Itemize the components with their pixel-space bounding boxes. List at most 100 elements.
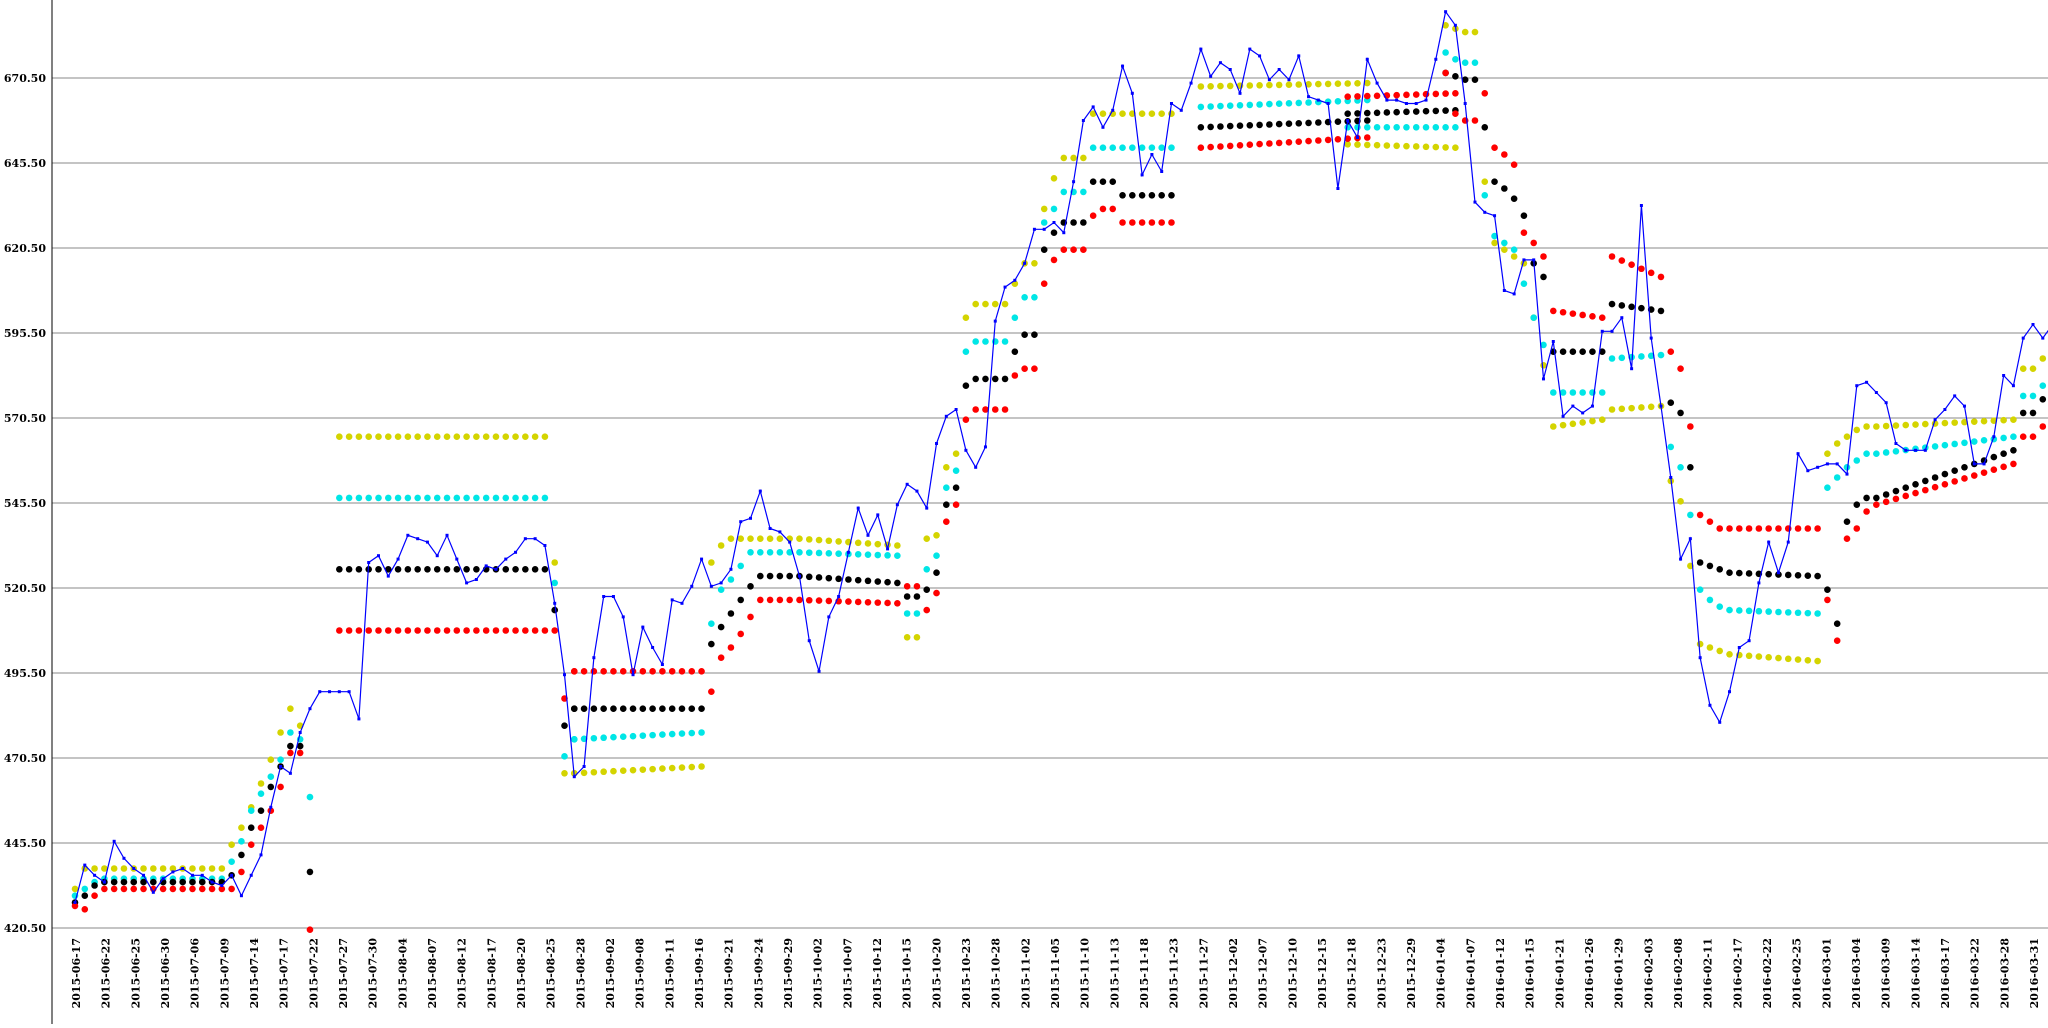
red-dot (1834, 637, 1841, 644)
black-dot (1736, 570, 1743, 577)
yellow-dot (454, 433, 461, 440)
red-dot (728, 644, 735, 651)
y-tick-label: 595.50 (4, 327, 46, 340)
cyan-dot (669, 731, 676, 738)
red-dot (884, 600, 891, 607)
black-dot (630, 705, 637, 712)
yellow-dot (1697, 641, 1704, 648)
price-point (1219, 61, 1222, 64)
price-point (1287, 78, 1290, 81)
yellow-dot (1677, 498, 1684, 505)
cyan-dot (1697, 586, 1704, 593)
red-dot (493, 627, 500, 634)
cyan-dot (238, 838, 245, 845)
yellow-dot (1227, 83, 1234, 90)
red-dot (111, 886, 118, 893)
cyan-dot (1442, 124, 1449, 131)
price-point (974, 466, 977, 469)
red-dot (258, 824, 265, 831)
price-point (994, 320, 997, 323)
price-point (289, 772, 292, 775)
cyan-dot (884, 552, 891, 559)
red-dot (307, 926, 314, 933)
red-dot (1775, 525, 1782, 532)
yellow-dot (238, 824, 245, 831)
yellow-dot (493, 433, 500, 440)
yellow-dot (1119, 110, 1126, 117)
black-dot (375, 566, 382, 573)
price-point (446, 534, 449, 537)
cyan-dot (375, 495, 382, 502)
black-dot (1795, 572, 1802, 579)
price-point (1953, 394, 1956, 397)
black-dot (1501, 185, 1508, 192)
yellow-dot (826, 537, 833, 544)
price-point (886, 547, 889, 550)
price-point (240, 894, 243, 897)
black-dot (1041, 246, 1048, 253)
price-point (866, 534, 869, 537)
yellow-dot (1628, 405, 1635, 412)
black-dot (659, 705, 666, 712)
price-point (122, 857, 125, 860)
black-dot (512, 566, 519, 573)
red-dot (923, 607, 930, 614)
price-point (1415, 102, 1418, 105)
price-point (1258, 54, 1261, 57)
price-point (1464, 102, 1467, 105)
yellow-dot (1550, 423, 1557, 430)
red-dot (1991, 466, 1998, 473)
cyan-dot (1305, 99, 1312, 106)
red-dot (1315, 137, 1322, 144)
red-dot (1707, 518, 1714, 525)
black-dot (1374, 109, 1381, 116)
price-point (720, 581, 723, 584)
price-point (1454, 24, 1457, 27)
price-point (436, 554, 439, 557)
red-dot (1912, 490, 1919, 497)
black-dot (1237, 122, 1244, 129)
price-point (1845, 473, 1848, 476)
x-tick-label: 2015-10-28 (990, 938, 1003, 1009)
y-tick-label: 470.50 (4, 752, 46, 765)
price-point (279, 765, 282, 768)
red-dot (610, 668, 617, 675)
yellow-dot (140, 865, 147, 872)
price-point (1297, 54, 1300, 57)
cyan-dot (1795, 609, 1802, 616)
cyan-dot (1266, 101, 1273, 108)
cyan-dot (1863, 450, 1870, 457)
cyan-dot (1119, 144, 1126, 151)
red-dot (502, 627, 509, 634)
price-point (1483, 211, 1486, 214)
red-dot (444, 627, 451, 634)
red-dot (1530, 240, 1537, 247)
black-dot (1716, 566, 1723, 573)
red-dot (1472, 117, 1479, 124)
yellow-dot (1765, 654, 1772, 661)
yellow-dot (1579, 419, 1586, 426)
price-point (1131, 92, 1134, 95)
red-dot (365, 627, 372, 634)
black-dot (1217, 123, 1224, 130)
red-dot (718, 654, 725, 661)
black-dot (610, 705, 617, 712)
red-dot (1824, 597, 1831, 604)
black-dot (199, 879, 206, 886)
cyan-dot (698, 729, 705, 736)
black-dot (777, 573, 784, 580)
black-dot (1638, 305, 1645, 312)
black-dot (874, 578, 881, 585)
yellow-dot (189, 865, 196, 872)
yellow-dot (542, 433, 549, 440)
red-dot (1599, 314, 1606, 321)
price-point (1248, 48, 1251, 51)
yellow-dot (640, 766, 647, 773)
red-dot (591, 668, 598, 675)
red-dot (816, 597, 823, 604)
red-dot (1844, 535, 1851, 542)
price-point (925, 507, 928, 510)
red-dot (620, 668, 627, 675)
cyan-dot (1609, 355, 1616, 362)
yellow-dot (346, 433, 353, 440)
